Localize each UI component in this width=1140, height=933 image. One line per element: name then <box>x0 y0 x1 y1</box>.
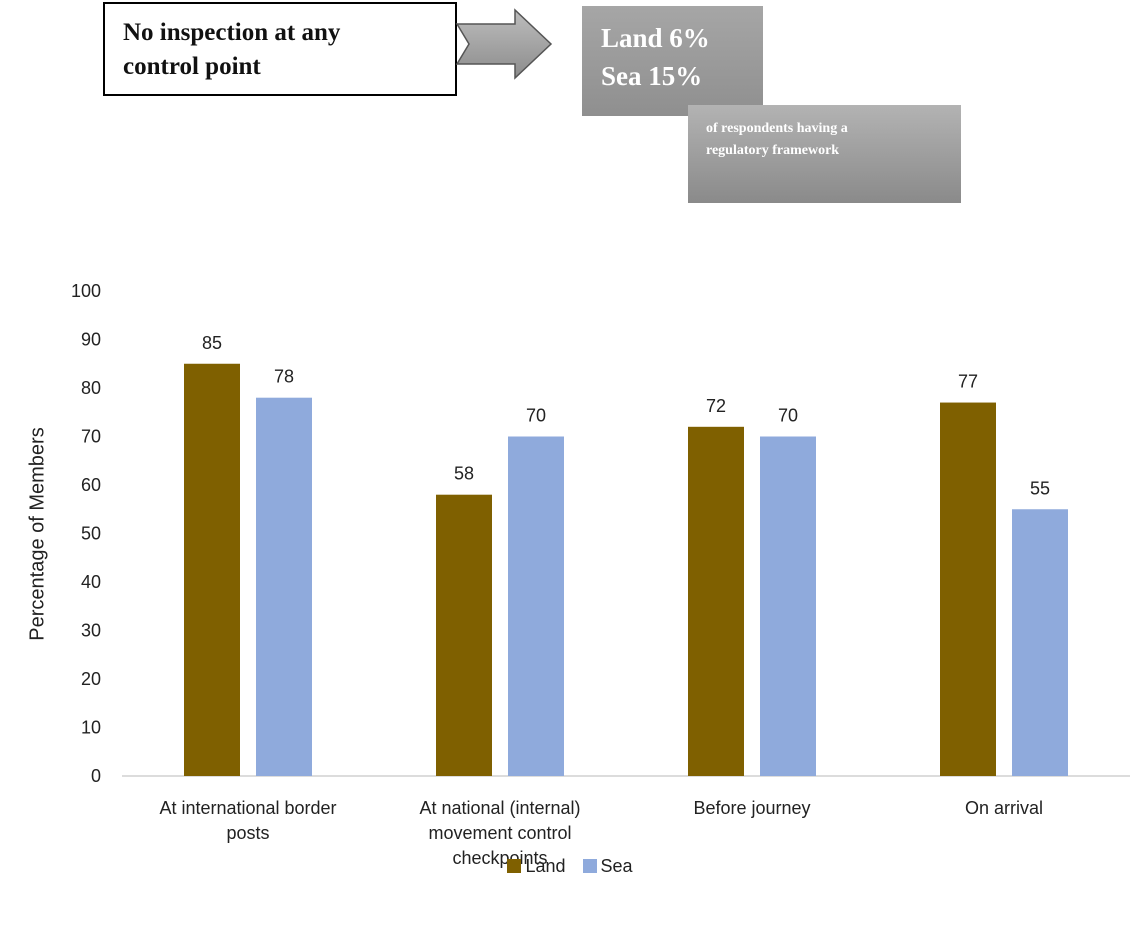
x-tick-label: On arrival <box>965 798 1043 818</box>
y-axis-label: Percentage of Members <box>26 427 49 641</box>
y-tick-label: 100 <box>71 281 101 301</box>
legend-item-sea: Sea <box>582 856 633 877</box>
legend-swatch-land <box>507 859 522 873</box>
bar-sea <box>508 436 564 776</box>
x-tick-label: checkpoints <box>452 848 547 868</box>
x-tick-label: Before journey <box>693 798 810 818</box>
data-label-land: 77 <box>958 372 978 392</box>
data-label-sea: 78 <box>274 367 294 387</box>
bar-land <box>688 426 744 776</box>
y-tick-label: 90 <box>81 330 101 350</box>
data-label-sea: 55 <box>1030 478 1050 498</box>
x-tick-label: At national (internal) <box>419 798 580 818</box>
y-tick-label: 60 <box>81 475 101 495</box>
legend-item-land: Land <box>507 856 566 877</box>
y-tick-label: 70 <box>81 427 101 447</box>
y-tick-label: 40 <box>81 572 101 592</box>
x-tick-label: movement control <box>428 823 571 843</box>
stat-sub-line-2: regulatory framework <box>706 143 840 158</box>
legend-label-land: Land <box>525 856 566 876</box>
stat-sea: Sea 15% <box>601 61 703 91</box>
data-label-land: 85 <box>202 333 222 353</box>
no-inspection-callout: No inspection at any control point <box>103 2 457 96</box>
stat-land: Land 6% <box>601 23 710 53</box>
stat-sub-line-1: of respondents having a <box>706 121 848 136</box>
callout-line-1: No inspection at any <box>123 19 341 46</box>
chart-legend: Land Sea <box>0 856 1140 877</box>
data-label-land: 72 <box>706 396 726 416</box>
stat-subtitle: of respondents having a regulatory frame… <box>688 105 961 203</box>
data-label-land: 58 <box>454 464 474 484</box>
data-label-sea: 70 <box>778 406 798 426</box>
legend-swatch-sea <box>582 859 597 873</box>
y-tick-label: 50 <box>81 524 101 544</box>
x-tick-label: At international border <box>159 798 336 818</box>
y-tick-label: 10 <box>81 718 101 738</box>
y-tick-label: 0 <box>91 766 101 786</box>
y-tick-label: 30 <box>81 621 101 641</box>
callout-line-2: control point <box>123 53 261 80</box>
y-tick-label: 80 <box>81 378 101 398</box>
x-tick-label: posts <box>226 823 269 843</box>
bar-land <box>184 363 240 776</box>
data-label-sea: 70 <box>526 406 546 426</box>
legend-label-sea: Sea <box>600 856 633 876</box>
right-arrow-icon <box>455 8 553 80</box>
bar-land <box>940 402 996 776</box>
bar-sea <box>1012 509 1068 776</box>
bar-sea <box>760 436 816 776</box>
stat-box: Land 6% Sea 15% <box>582 6 763 116</box>
bar-land <box>436 494 492 776</box>
bar-sea <box>256 397 312 776</box>
y-tick-label: 20 <box>81 669 101 689</box>
